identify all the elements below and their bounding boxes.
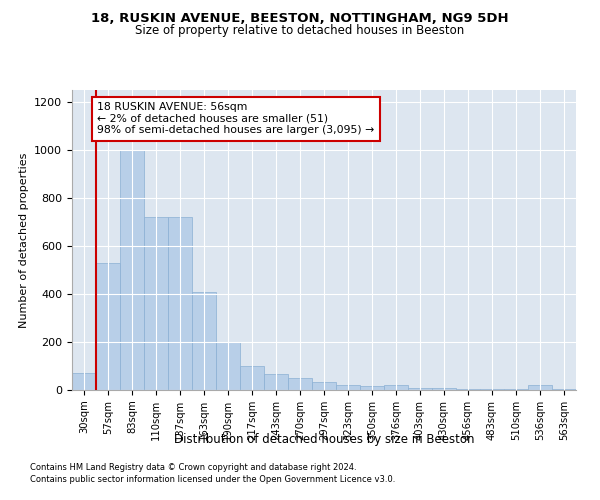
- Bar: [360, 386, 384, 390]
- Text: Distribution of detached houses by size in Beeston: Distribution of detached houses by size …: [174, 432, 474, 446]
- Bar: [288, 378, 312, 390]
- Text: Size of property relative to detached houses in Beeston: Size of property relative to detached ho…: [136, 24, 464, 37]
- Bar: [384, 385, 408, 390]
- Bar: [216, 342, 240, 390]
- Bar: [264, 374, 288, 390]
- Bar: [408, 388, 432, 390]
- Text: 18, RUSKIN AVENUE, BEESTON, NOTTINGHAM, NG9 5DH: 18, RUSKIN AVENUE, BEESTON, NOTTINGHAM, …: [91, 12, 509, 26]
- Text: 18 RUSKIN AVENUE: 56sqm
← 2% of detached houses are smaller (51)
98% of semi-det: 18 RUSKIN AVENUE: 56sqm ← 2% of detached…: [97, 102, 374, 135]
- Bar: [432, 388, 456, 390]
- Bar: [144, 217, 168, 390]
- Bar: [168, 217, 192, 390]
- Bar: [240, 366, 264, 390]
- Bar: [120, 150, 144, 390]
- Bar: [456, 389, 480, 390]
- Bar: [96, 263, 120, 390]
- Bar: [192, 292, 216, 390]
- Text: Contains HM Land Registry data © Crown copyright and database right 2024.: Contains HM Land Registry data © Crown c…: [30, 464, 356, 472]
- Bar: [480, 389, 504, 390]
- Text: Contains public sector information licensed under the Open Government Licence v3: Contains public sector information licen…: [30, 475, 395, 484]
- Bar: [528, 385, 552, 390]
- Bar: [504, 389, 528, 390]
- Bar: [336, 385, 360, 390]
- Bar: [312, 382, 336, 390]
- Bar: [72, 373, 96, 390]
- Y-axis label: Number of detached properties: Number of detached properties: [19, 152, 29, 328]
- Bar: [552, 389, 576, 390]
